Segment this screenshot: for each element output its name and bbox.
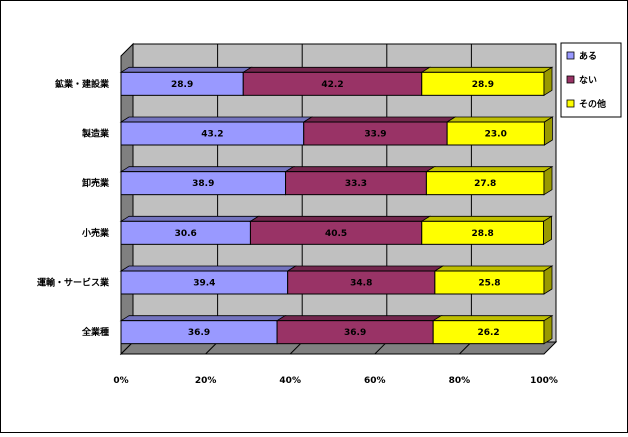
category-label: 製造業: [81, 128, 110, 140]
x-tick-label: 0%: [113, 376, 128, 386]
bar-top-face: [119, 166, 295, 173]
bar-top-face: [286, 265, 445, 272]
data-label: 39.4: [193, 279, 215, 289]
bar-side-face: [544, 116, 553, 146]
category-label: 小売業: [81, 227, 110, 239]
bar-top-face: [420, 66, 554, 73]
bar-side-face: [543, 165, 553, 196]
bar-top-face: [420, 215, 553, 222]
bar-side-face: [543, 314, 553, 345]
bar-top-face: [284, 166, 436, 173]
x-tick-label: 20%: [195, 376, 217, 386]
bar-top-face: [241, 66, 432, 73]
bar-side-face: [543, 215, 552, 246]
legend-label: ない: [579, 75, 597, 86]
x-tick-label: 60%: [364, 376, 386, 386]
data-label: 26.2: [477, 328, 499, 338]
data-label: 42.2: [321, 80, 343, 90]
data-label: 33.3: [345, 179, 367, 189]
x-tick-label: 100%: [530, 376, 558, 386]
legend-swatch: [566, 75, 575, 84]
bar-top-face: [119, 66, 253, 73]
bar-top-face: [445, 116, 554, 123]
bar-top-face: [119, 116, 314, 123]
data-label: 27.8: [474, 179, 496, 189]
data-label: 28.9: [171, 80, 193, 90]
data-label: 36.9: [344, 328, 366, 338]
bar-side-face: [543, 265, 553, 295]
bar-top-face: [119, 315, 287, 322]
bar-top-face: [302, 116, 457, 123]
floor: [119, 341, 558, 355]
data-label: 28.9: [472, 80, 494, 90]
data-label: 28.8: [472, 229, 494, 239]
data-label: 36.9: [188, 328, 210, 338]
legend-swatch: [566, 51, 575, 60]
data-label: 43.2: [201, 130, 223, 140]
bar-top-face: [425, 166, 554, 173]
data-label: 38.9: [192, 179, 214, 189]
data-label: 30.6: [175, 229, 197, 239]
category-label: 全業種: [81, 326, 109, 338]
category-label: 鉱業・建設業: [55, 78, 110, 90]
data-label: 23.0: [485, 130, 507, 140]
data-label: 40.5: [325, 229, 347, 239]
x-tick-label: 80%: [449, 376, 471, 386]
bar-top-face: [431, 315, 554, 322]
legend-swatch: [566, 99, 575, 108]
bar-top-face: [119, 215, 260, 222]
bar-top-face: [275, 315, 443, 322]
bar-top-face: [433, 265, 554, 272]
legend-label: その他: [579, 98, 606, 110]
bar-top-face: [249, 215, 432, 222]
bar-top-face: [119, 265, 298, 272]
data-label: 33.9: [364, 130, 386, 140]
legend-label: ある: [579, 51, 597, 62]
data-label: 25.8: [478, 279, 500, 289]
category-label: 卸売業: [82, 177, 110, 189]
category-label: 運輸・サービス業: [37, 277, 110, 289]
bar-side-face: [543, 66, 553, 97]
data-label: 34.8: [350, 279, 372, 289]
x-tick-label: 40%: [279, 376, 301, 386]
